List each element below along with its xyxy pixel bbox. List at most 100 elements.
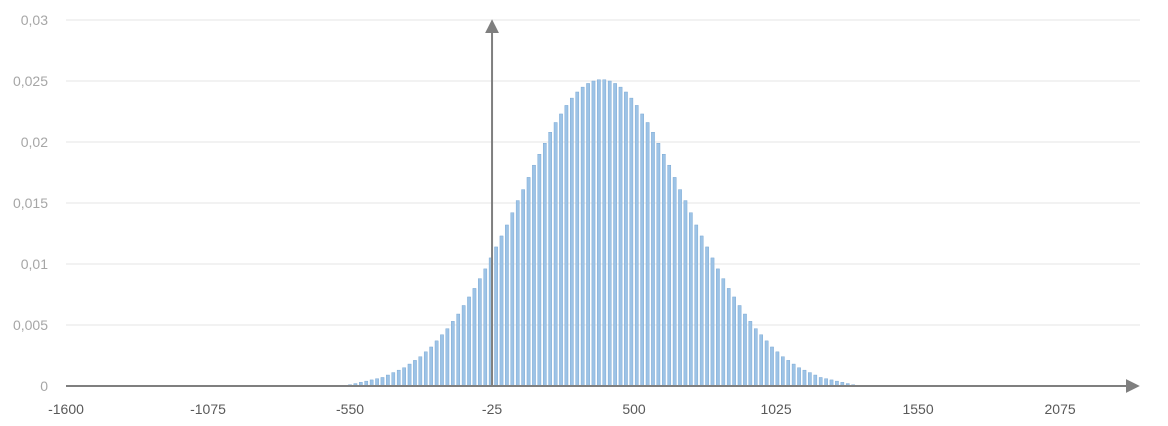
bar-0-82: [791, 363, 796, 387]
axes: [66, 19, 1140, 393]
bar-0-9: [396, 369, 401, 387]
bar-0-69: [721, 278, 726, 387]
bar-0-34: [532, 164, 536, 387]
bar-0-35: [537, 153, 542, 387]
y-tick-label-2: 0,01: [21, 256, 48, 272]
y-tick-label-3: 0,015: [13, 195, 48, 211]
bar-0-37: [548, 132, 552, 387]
bar-0-87: [818, 377, 823, 387]
bar-0-25: [483, 268, 488, 387]
y-tick-label-0: 0: [40, 378, 48, 394]
bar-0-55: [645, 122, 650, 387]
y-tick-label-4: 0,02: [21, 134, 48, 150]
bar-0-44: [586, 83, 590, 387]
y-tick-label-5: 0,025: [13, 73, 48, 89]
bar-0-80: [781, 356, 785, 387]
x-tick-label-5: 1025: [760, 401, 791, 417]
bar-0-64: [694, 224, 699, 387]
bar-0-75: [753, 328, 758, 387]
bar-0-49: [613, 83, 617, 387]
bar-0-36: [542, 143, 547, 387]
bar-0-77: [764, 340, 769, 387]
bar-0-81: [786, 360, 791, 387]
bar-0-88: [824, 378, 828, 387]
bar-0-71: [732, 296, 736, 387]
bar-0-19: [451, 321, 455, 387]
bar-0-7: [386, 374, 390, 387]
bar-0-40: [564, 105, 569, 387]
bar-0-22: [467, 296, 471, 387]
bar-0-57: [656, 143, 661, 387]
y-tick-label-6: 0,03: [21, 12, 48, 28]
bar-0-11: [407, 363, 412, 387]
bar-0-59: [667, 164, 672, 387]
x-tick-label-7: 2075: [1045, 401, 1076, 417]
bar-0-5: [375, 378, 379, 387]
bar-0-13: [418, 356, 423, 387]
y-tick-label-1: 0,005: [13, 317, 48, 333]
bar-0-74: [748, 321, 753, 387]
bar-0-84: [802, 369, 807, 387]
bar-0-50: [618, 86, 623, 387]
bar-0-8: [391, 372, 396, 387]
bar-0-32: [521, 189, 525, 387]
bar-0-48: [607, 80, 612, 387]
bar-0-42: [575, 91, 580, 387]
x-tick-label-4: 500: [622, 401, 646, 417]
bar-0-28: [499, 235, 504, 387]
bar-0-58: [662, 153, 666, 387]
bar-0-46: [597, 79, 601, 387]
bar-0-86: [813, 374, 818, 387]
bar-0-43: [580, 86, 585, 387]
bar-0-67: [710, 257, 715, 387]
bar-0-14: [423, 351, 428, 387]
bar-0-30: [510, 212, 515, 387]
bar-0-38: [553, 122, 558, 387]
bar-0-16: [434, 340, 439, 387]
x-tick-labels: -1600 -1075 -550 -25 500 1025 1550 2075: [48, 401, 1076, 417]
bar-0-45: [591, 80, 596, 387]
x-tick-label-0: -1600: [48, 401, 84, 417]
bar-0-12: [413, 360, 417, 387]
bar-0-61: [678, 189, 682, 387]
bar-0-24: [478, 278, 482, 387]
bar-0-41: [570, 97, 574, 387]
bar-0-20: [456, 313, 461, 387]
bar-0-78: [770, 346, 774, 387]
bar-0-79: [775, 351, 780, 387]
x-tick-label-6: 1550: [902, 401, 933, 417]
bar-0-10: [402, 367, 406, 387]
bar-0-6: [380, 377, 385, 387]
y-tick-labels: 0 0,005 0,01 0,015 0,02 0,025 0,03: [13, 12, 48, 394]
bar-0-62: [683, 200, 688, 387]
bar-0-54: [640, 113, 644, 387]
x-tick-label-2: -550: [336, 401, 364, 417]
bar-0-56: [651, 132, 655, 387]
bar-0-85: [808, 372, 812, 387]
bar-0-72: [737, 305, 742, 387]
bar-0-63: [689, 212, 693, 387]
bar-series: [348, 79, 855, 387]
bar-0-15: [429, 346, 433, 387]
bar-0-27: [494, 246, 498, 387]
bar-0-21: [461, 305, 466, 387]
bar-0-18: [445, 328, 450, 387]
bar-0-70: [726, 288, 731, 387]
bar-0-68: [716, 268, 720, 387]
bar-0-65: [699, 235, 704, 387]
x-tick-label-3: -25: [482, 401, 502, 417]
bar-0-52: [629, 97, 634, 387]
bar-0-51: [624, 91, 628, 387]
x-tick-label-1: -1075: [190, 401, 226, 417]
bar-0-29: [505, 224, 509, 387]
bar-0-47: [602, 79, 607, 387]
bar-0-31: [515, 200, 520, 387]
bar-0-17: [440, 334, 444, 387]
bar-0-23: [472, 288, 477, 387]
bar-0-53: [634, 105, 639, 387]
bar-0-33: [526, 177, 531, 387]
bar-0-39: [559, 113, 563, 387]
bar-0-73: [743, 313, 747, 387]
